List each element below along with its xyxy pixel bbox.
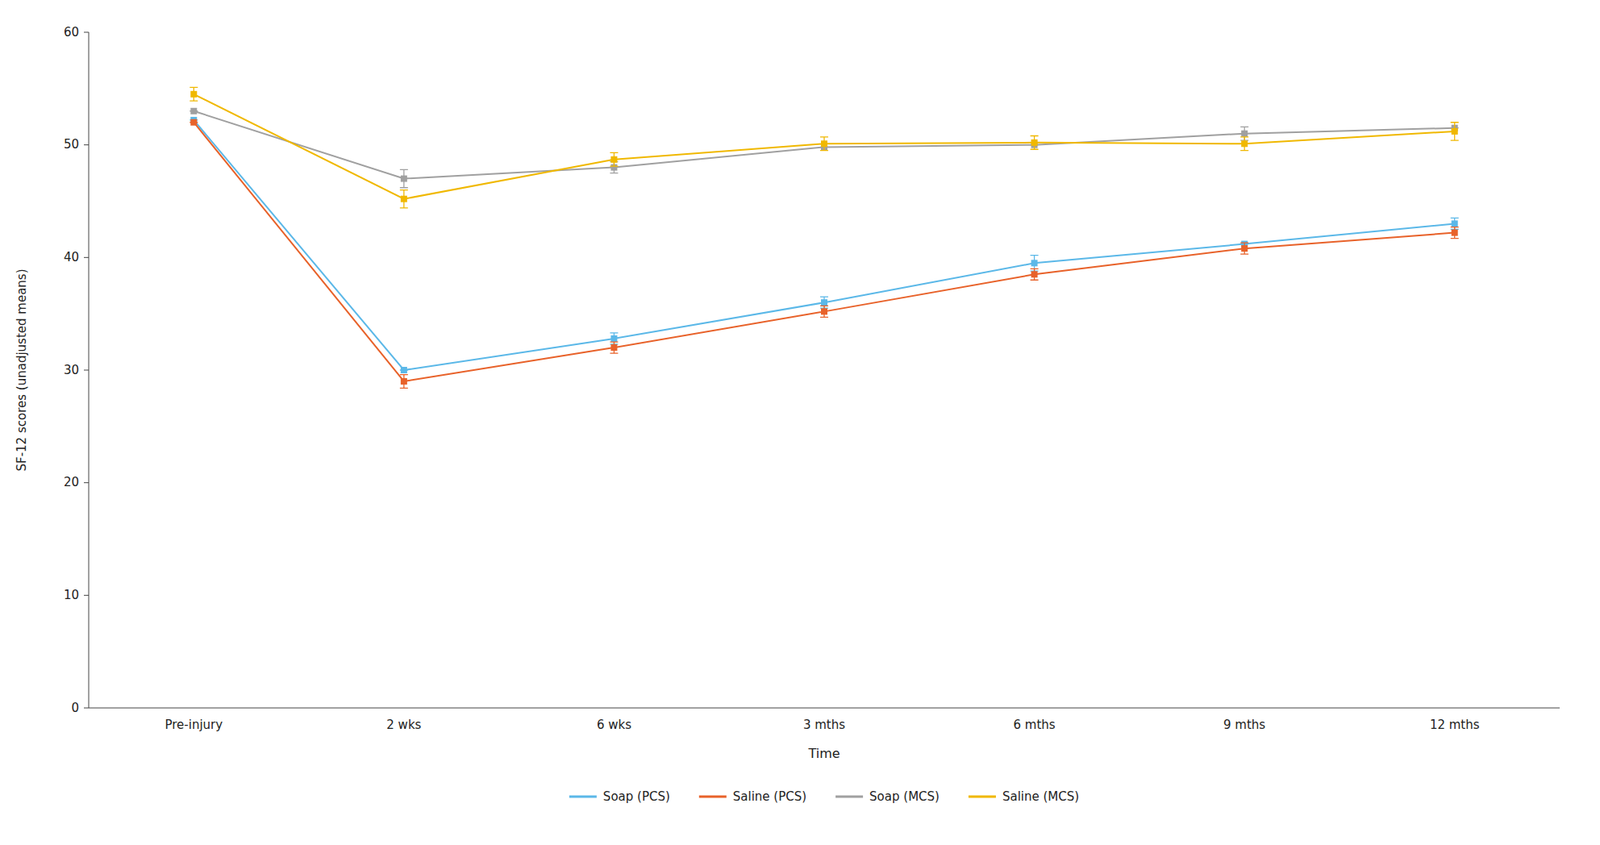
point [1241, 130, 1248, 138]
error-bar [1030, 135, 1039, 150]
x-tick-label: 2 wks [386, 717, 421, 733]
y-tick [83, 370, 89, 371]
series-line [193, 120, 1455, 371]
y-tick-label: 10 [63, 587, 80, 603]
point [400, 366, 408, 374]
error-bar [609, 341, 618, 354]
series [189, 119, 1459, 389]
x-tick-label: 3 mths [803, 717, 846, 733]
point [400, 195, 408, 203]
chart: 0 10 20 30 40 50 60 Pre-injury 2 wks 6 wks 3 mths 6… [0, 0, 1600, 845]
y-tick [83, 482, 89, 484]
point [1031, 139, 1038, 146]
y-tick [83, 144, 89, 146]
point [820, 299, 828, 306]
y-tick [83, 32, 89, 34]
legend-label: Soap (MCS) [869, 789, 940, 805]
legend-label: Saline (PCS) [733, 789, 807, 805]
y-tick [83, 257, 89, 259]
point [1241, 140, 1248, 147]
series [189, 87, 1459, 208]
plot-area [189, 87, 1459, 388]
error-bar [609, 152, 618, 167]
x-tick-label: 9 mths [1223, 717, 1266, 733]
y-axis-label: SF-12 scores (unadjusted means) [14, 269, 30, 472]
error-bar [1030, 268, 1039, 280]
series [189, 108, 1459, 188]
point [610, 156, 617, 163]
legend-swatch [569, 795, 597, 799]
y-tick-label: 30 [63, 362, 80, 378]
point [190, 119, 197, 126]
y-tick-label: 60 [63, 25, 80, 40]
y-tick-label: 20 [63, 475, 80, 490]
point [610, 335, 617, 342]
point [820, 308, 828, 315]
axes: 0 10 20 30 40 50 60 Pre-injury 2 wks 6 wks 3 mths 6… [63, 25, 1560, 734]
legend-swatch [968, 795, 996, 799]
point [1241, 245, 1248, 252]
x-tick-label: 6 wks [596, 717, 632, 733]
legend-label: Soap (PCS) [603, 789, 671, 805]
x-axis-line [88, 708, 1560, 709]
legend-item: Saline (PCS) [699, 789, 807, 805]
point [190, 108, 197, 115]
point [1451, 220, 1459, 227]
point [190, 91, 197, 98]
y-tick-label: 0 [70, 700, 80, 716]
y-tick [83, 708, 89, 709]
point [1451, 229, 1459, 237]
legend-item: Soap (PCS) [569, 789, 671, 805]
x-tick-label: Pre-injury [164, 717, 223, 733]
legend-label: Saline (MCS) [1002, 789, 1080, 805]
point [400, 378, 408, 385]
point [610, 344, 617, 351]
legend-item: Saline (MCS) [968, 789, 1080, 805]
legend-swatch [699, 795, 727, 799]
error-bar [400, 169, 409, 188]
point [1031, 259, 1038, 267]
x-tick-label: 12 mths [1429, 717, 1480, 733]
error-bar [1450, 227, 1459, 239]
x-axis-label: Time [807, 745, 840, 762]
error-bar [1450, 122, 1459, 141]
error-bar [189, 87, 198, 101]
error-bar [1240, 137, 1249, 151]
error-bar [820, 137, 829, 151]
point [400, 175, 408, 183]
series [189, 116, 1459, 374]
error-bar [400, 375, 409, 389]
legend: Soap (PCS) Saline (PCS) Soap (MCS) Saline (… [569, 789, 1080, 805]
legend-swatch [835, 795, 863, 799]
error-bar [820, 305, 829, 317]
point [1451, 128, 1459, 135]
legend-item: Soap (MCS) [835, 789, 940, 805]
y-tick-label: 50 [63, 137, 80, 152]
series-line [193, 122, 1455, 382]
y-tick-label: 40 [63, 250, 80, 265]
point [820, 140, 828, 147]
x-tick-label: 6 mths [1013, 717, 1056, 733]
series-line [193, 94, 1455, 200]
series-line [193, 111, 1455, 180]
error-bar [400, 190, 409, 209]
point [1031, 270, 1038, 278]
y-tick [83, 595, 89, 596]
error-bar [1240, 242, 1249, 255]
